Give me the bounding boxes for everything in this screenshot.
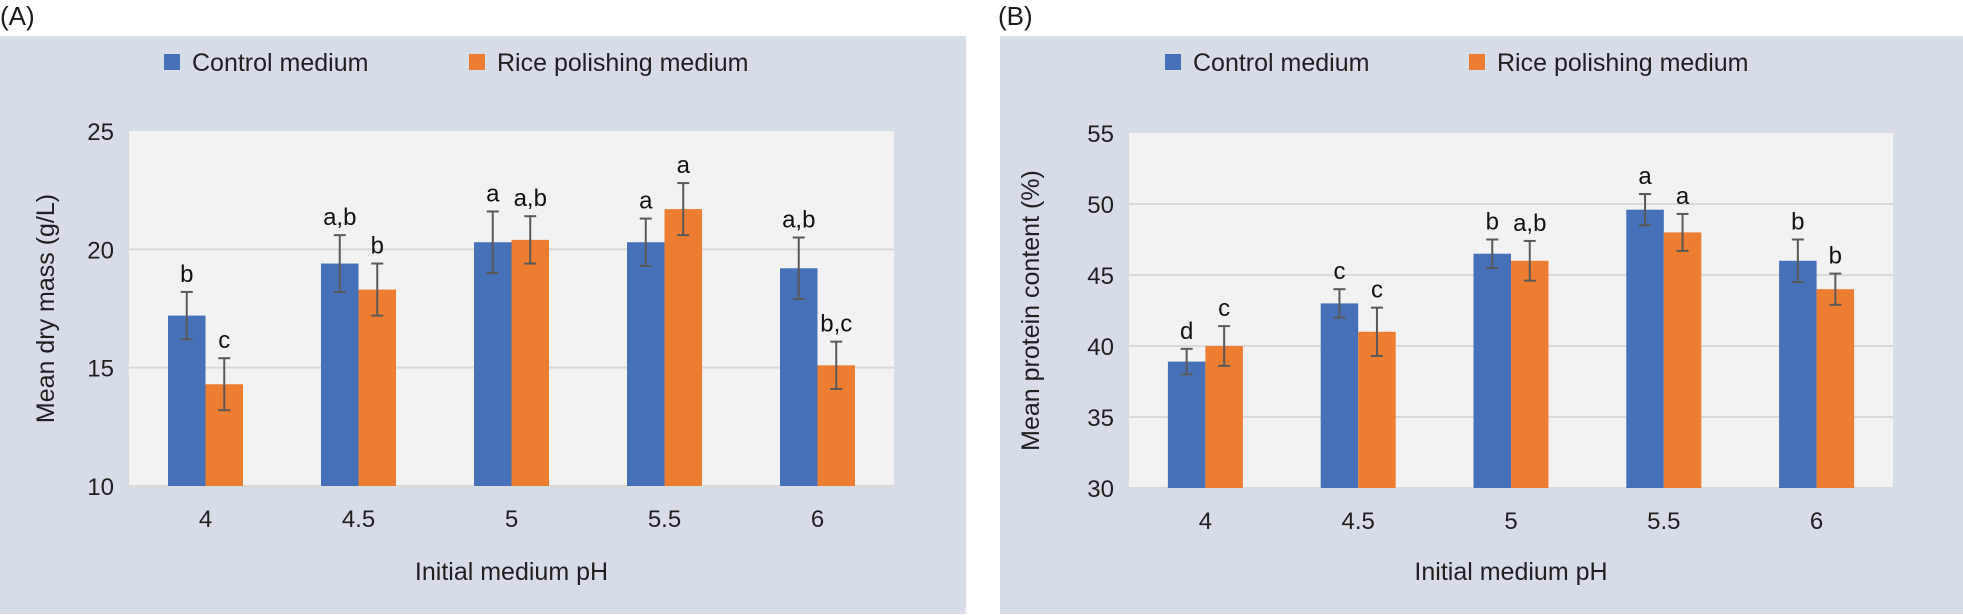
x-tick-label-a: 6 bbox=[811, 506, 824, 533]
significance-label-a-rice: a bbox=[677, 152, 691, 179]
x-tick-label-b: 6 bbox=[1810, 508, 1823, 535]
y-tick-label-b: 50 bbox=[1087, 192, 1114, 219]
y-tick-label-b: 40 bbox=[1087, 334, 1114, 361]
x-axis-title-b: Initial medium pH bbox=[1414, 558, 1607, 586]
x-tick-label-a: 4.5 bbox=[342, 506, 375, 533]
x-tick-label-b: 5 bbox=[1504, 508, 1517, 535]
legend-label-a-control: Control medium bbox=[192, 49, 368, 77]
significance-label-b-rice: b bbox=[1829, 243, 1842, 270]
significance-label-b-control: b bbox=[1486, 209, 1499, 236]
bar-a-rice bbox=[358, 289, 396, 486]
significance-label-a-control: a,b bbox=[782, 207, 815, 234]
significance-label-b-rice: a bbox=[1676, 183, 1690, 210]
bar-a-control bbox=[321, 263, 359, 486]
y-tick-label-b: 55 bbox=[1087, 121, 1114, 148]
y-axis-title-b: Mean protein content (%) bbox=[1017, 170, 1045, 451]
panel-b-label: (B) bbox=[998, 1, 1033, 31]
significance-label-b-control: a bbox=[1638, 163, 1652, 190]
bar-b-rice bbox=[1663, 232, 1702, 488]
x-tick-label-a: 4 bbox=[199, 506, 212, 533]
significance-label-b-control: d bbox=[1180, 318, 1193, 345]
y-tick-label-a: 10 bbox=[87, 474, 114, 501]
significance-label-b-control: b bbox=[1791, 209, 1804, 236]
bar-a-rice bbox=[664, 209, 702, 486]
bar-b-control bbox=[1473, 253, 1511, 488]
x-axis-title-a: Initial medium pH bbox=[415, 558, 608, 586]
x-tick-label-b: 4.5 bbox=[1342, 508, 1375, 535]
y-tick-label-b: 45 bbox=[1087, 263, 1114, 290]
x-tick-label-a: 5.5 bbox=[648, 506, 681, 533]
x-tick-label-b: 4 bbox=[1199, 508, 1212, 535]
y-axis-title-a: Mean dry mass (g/L) bbox=[32, 194, 60, 423]
legend-swatch-b-control bbox=[1165, 54, 1181, 70]
x-tick-label-a: 5 bbox=[505, 506, 518, 533]
significance-label-a-control: a bbox=[486, 180, 500, 207]
y-tick-label-b: 35 bbox=[1087, 405, 1114, 432]
bar-a-control bbox=[627, 242, 665, 486]
significance-label-b-control: c bbox=[1333, 258, 1345, 285]
significance-label-a-control: a bbox=[639, 188, 653, 215]
bar-b-rice bbox=[1511, 260, 1549, 488]
bar-b-control bbox=[1626, 209, 1664, 488]
x-tick-label-b: 5.5 bbox=[1647, 508, 1680, 535]
y-tick-label-b: 30 bbox=[1087, 476, 1114, 503]
bar-a-rice bbox=[511, 239, 549, 486]
significance-label-a-rice: a,b bbox=[514, 185, 547, 212]
bar-b-control bbox=[1320, 303, 1359, 488]
panel-a-label: (A) bbox=[0, 1, 35, 31]
significance-label-a-control: a,b bbox=[323, 204, 356, 231]
bar-a-control bbox=[168, 315, 206, 486]
significance-label-a-rice: b,c bbox=[820, 311, 852, 338]
y-tick-label-a: 15 bbox=[87, 356, 114, 383]
significance-label-a-rice: c bbox=[218, 327, 230, 354]
legend-label-b-control: Control medium bbox=[1193, 49, 1369, 77]
legend-swatch-b-rice bbox=[1469, 54, 1485, 70]
bar-a-control bbox=[474, 242, 512, 486]
y-tick-label-a: 20 bbox=[87, 237, 114, 264]
legend-label-b-rice: Rice polishing medium bbox=[1497, 49, 1749, 77]
significance-label-b-rice: c bbox=[1371, 277, 1383, 304]
bar-b-control bbox=[1167, 361, 1206, 488]
significance-label-a-control: b bbox=[180, 261, 193, 288]
significance-label-b-rice: a,b bbox=[1513, 210, 1546, 237]
legend-label-a-rice: Rice polishing medium bbox=[497, 49, 749, 77]
bar-a-control bbox=[780, 268, 818, 486]
y-tick-label-a: 25 bbox=[87, 119, 114, 146]
bar-b-rice bbox=[1205, 346, 1243, 488]
legend-swatch-a-rice bbox=[469, 54, 485, 70]
bar-b-rice bbox=[1358, 331, 1396, 488]
legend-swatch-a-control bbox=[164, 54, 180, 70]
significance-label-b-rice: c bbox=[1218, 295, 1230, 322]
significance-label-a-rice: b bbox=[371, 233, 384, 260]
bar-b-rice bbox=[1816, 289, 1855, 488]
bar-b-control bbox=[1779, 260, 1817, 488]
